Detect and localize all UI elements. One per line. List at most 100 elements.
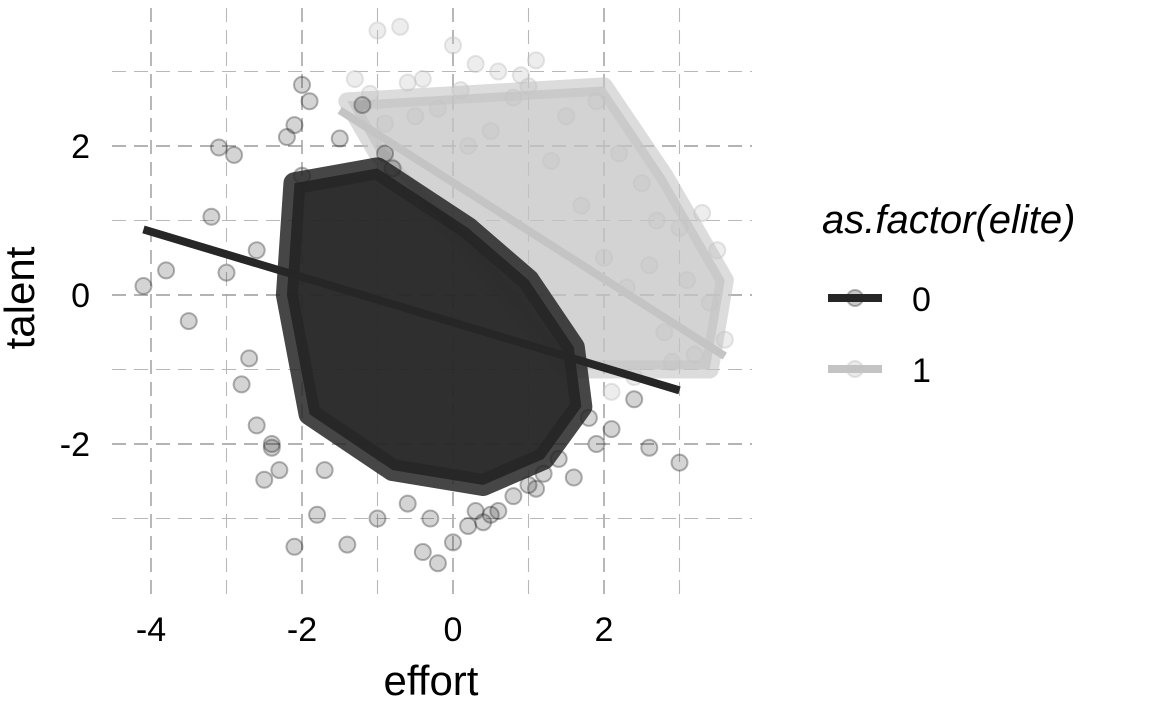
legend-key-point-0 [846, 289, 864, 307]
scatter-point-elite-0 [308, 505, 327, 524]
scatter-points [134, 17, 734, 573]
fit-line-elite-1 [337, 106, 727, 360]
scatter-point-elite-1 [413, 69, 432, 88]
scatter-point-elite-0 [398, 494, 417, 513]
scatter-point-elite-1 [444, 36, 462, 55]
scatter-point-elite-0 [527, 479, 546, 498]
scatter-point-elite-0 [444, 533, 462, 552]
scatter-point-elite-1 [489, 62, 508, 81]
scatter-point-elite-1 [708, 241, 727, 260]
scatter-point-elite-0 [285, 537, 304, 556]
legend-label-0: 0 [912, 281, 931, 319]
y-tick-label: -2 [60, 426, 90, 464]
scatter-point-elite-1 [519, 77, 538, 96]
scatter-point-elite-1 [693, 204, 712, 223]
scatter-point-elite-0 [383, 159, 402, 178]
scatter-point-elite-1 [466, 55, 485, 74]
scatter-point-elite-1 [459, 137, 478, 155]
scatter-point-elite-0 [293, 75, 311, 94]
scatter-point-elite-1 [481, 122, 500, 141]
scatter-point-elite-1 [670, 218, 689, 237]
x-axis-title: effort [384, 657, 479, 704]
scatter-point-elite-0 [300, 92, 319, 111]
scatter-point-elite-0 [549, 449, 568, 468]
scatter-point-elite-0 [376, 144, 395, 163]
scatter-point-elite-1 [685, 345, 704, 364]
scatter-point-elite-0 [474, 513, 493, 532]
legend-title: as.factor(elite) [822, 198, 1075, 242]
scatter-point-elite-0 [421, 509, 440, 528]
scatter-point-elite-1 [602, 382, 621, 401]
legend-label-1: 1 [912, 352, 931, 390]
scatter-point-elite-0 [602, 420, 621, 439]
fit-lines [142, 106, 727, 395]
scatter-point-elite-0 [134, 277, 153, 296]
scatter-point-elite-0 [225, 145, 244, 164]
scatter-point-elite-0 [285, 116, 304, 135]
scatter-point-elite-1 [678, 271, 697, 290]
scatter-point-elite-0 [338, 535, 357, 554]
scatter-point-elite-0 [232, 375, 251, 394]
scatter-point-elite-0 [534, 464, 553, 483]
scatter-point-elite-0 [330, 129, 349, 148]
scatter-point-elite-1 [368, 21, 387, 40]
scatter-point-elite-1 [398, 73, 417, 92]
scatter-point-elite-1 [647, 211, 666, 230]
scatter-point-elite-0 [262, 438, 281, 457]
tick-labels: -4 -2 0 2 -2 0 2 [60, 128, 614, 649]
scatter-point-elite-0 [157, 261, 176, 280]
scatter-point-elite-1 [391, 17, 410, 36]
y-tick-label: 0 [71, 277, 90, 315]
y-axis-title: talent [0, 246, 43, 349]
scatter-point-elite-0 [315, 461, 334, 480]
scatter-point-elite-0 [504, 487, 523, 506]
scatter-point-elite-0 [489, 502, 508, 521]
scatter-point-elite-0 [247, 241, 266, 260]
scatter-point-elite-0 [270, 461, 289, 480]
scatter-point-elite-0 [670, 453, 689, 472]
y-tick-label: 2 [71, 128, 90, 166]
scatter-point-elite-1 [662, 353, 681, 372]
scatter-point-elite-1 [640, 256, 659, 275]
fit-line-elite-0 [142, 225, 681, 395]
x-tick-label: -4 [136, 611, 166, 649]
scatter-point-elite-1 [360, 84, 379, 103]
scatter-point-elite-0 [579, 408, 598, 427]
x-tick-label: 0 [444, 611, 463, 649]
x-tick-label: 2 [595, 611, 614, 649]
legend-entry-0: 0 [828, 281, 931, 319]
scatter-point-elite-0 [587, 435, 606, 453]
scatter-point-elite-0 [255, 470, 274, 489]
scatter-point-elite-0 [262, 435, 281, 453]
scatter-point-elite-1 [451, 81, 470, 100]
scatter-point-elite-1 [610, 144, 629, 163]
scatter-point-elite-0 [466, 502, 485, 521]
scatter-point-elite-1 [542, 151, 561, 170]
scatter-point-elite-1 [345, 69, 364, 88]
scatter-point-elite-1 [511, 66, 530, 85]
scatter-point-elite-1 [376, 114, 395, 133]
scatter-point-elite-1 [406, 107, 425, 126]
scatter-point-elite-0 [353, 96, 372, 115]
scatter-point-elite-1 [587, 92, 606, 111]
legend: as.factor(elite) 0 1 [822, 198, 1075, 390]
legend-key-point-1 [846, 360, 864, 378]
scatter-point-elite-0 [217, 263, 236, 282]
scatter-point-elite-1 [504, 88, 523, 107]
scatter-point-elite-0 [428, 554, 447, 573]
scatter-point-elite-1 [557, 107, 576, 126]
scatter-point-elite-1 [428, 99, 447, 118]
scatter-point-elite-1 [632, 174, 651, 193]
legend-entry-1: 1 [828, 352, 931, 390]
dense-cloud-elite-0 [275, 157, 593, 496]
scatter-point-elite-0 [240, 349, 259, 368]
scatter-point-elite-0 [368, 509, 387, 528]
scatter-point-elite-1 [700, 293, 719, 312]
scatter-point-elite-1 [595, 248, 613, 267]
scatter-point-elite-0 [459, 516, 478, 535]
scatter-point-elite-0 [209, 138, 228, 157]
scatter-point-elite-1 [655, 323, 674, 342]
scatter-point-elite-0 [413, 543, 432, 562]
scatter-point-elite-1 [715, 330, 734, 349]
